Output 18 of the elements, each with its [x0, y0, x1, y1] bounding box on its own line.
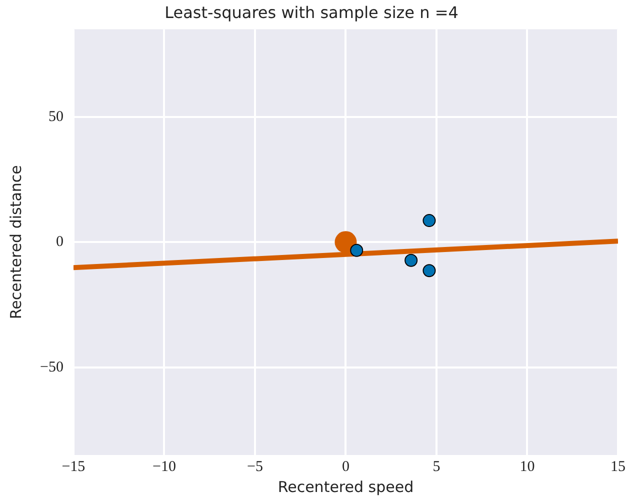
point — [422, 214, 436, 228]
point — [422, 264, 436, 278]
x-tick-label: −5 — [246, 458, 263, 475]
y-tick-label: −50 — [40, 359, 64, 376]
x-tick-label: 5 — [432, 458, 440, 475]
chart-title: Least-squares with sample size n =4 — [164, 2, 458, 22]
point — [334, 231, 357, 254]
y-tick-label: 0 — [56, 234, 64, 250]
x-tick-label: −15 — [62, 458, 86, 475]
point — [404, 254, 418, 267]
y-axis-title: Recentered distance — [6, 165, 25, 320]
x-axis-title: Recentered speed — [278, 478, 414, 496]
x-tick-label: 10 — [520, 458, 535, 475]
point — [350, 244, 364, 257]
x-tick-label: −10 — [152, 458, 176, 475]
y-tick-label: 50 — [48, 108, 64, 125]
x-tick-label: 15 — [610, 458, 626, 475]
x-tick-label: 0 — [342, 458, 350, 475]
